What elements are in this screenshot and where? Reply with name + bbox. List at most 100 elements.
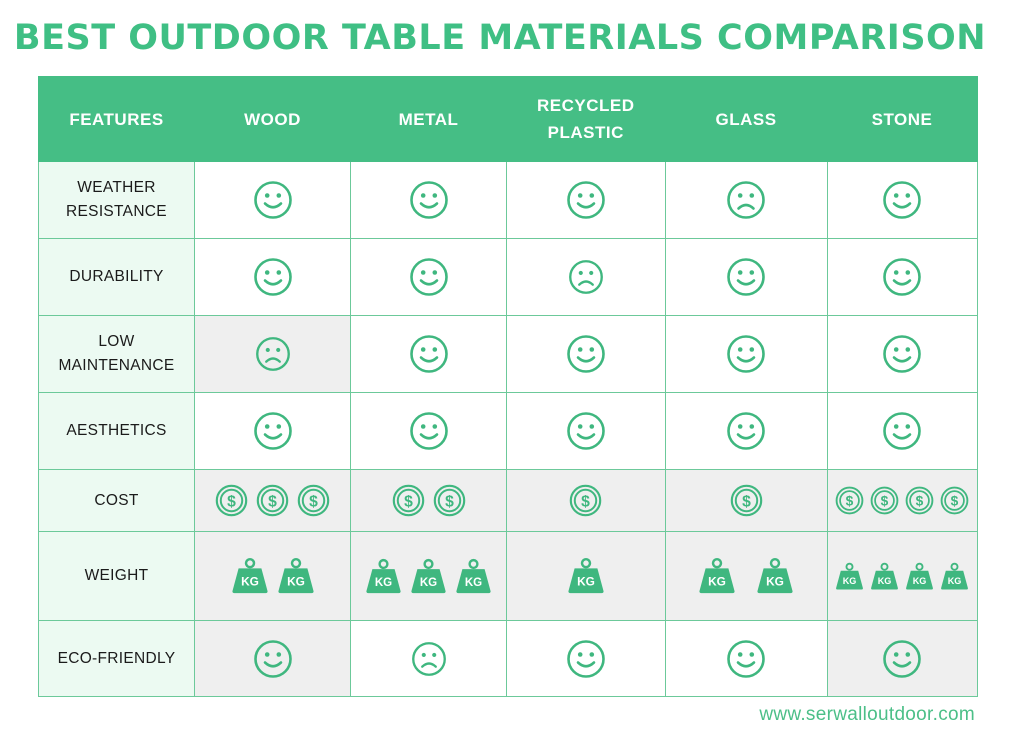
svg-text:$: $ — [881, 494, 889, 509]
svg-text:KG: KG — [843, 575, 857, 585]
rating-cell — [506, 238, 666, 316]
svg-text:KG: KG — [913, 575, 927, 585]
rating-cell — [350, 620, 507, 697]
rating-cell — [506, 392, 666, 470]
rating-cell — [664, 315, 828, 393]
dollar-coin-icon: $ — [870, 486, 899, 515]
smile-face-icon — [409, 335, 448, 373]
sad-face-icon — [727, 181, 765, 219]
svg-text:KG: KG — [420, 576, 437, 588]
svg-text:KG: KG — [708, 575, 726, 589]
page-title: BEST OUTDOOR TABLE MATERIALS COMPARISON — [13, 18, 987, 58]
comparison-table: FEATURES WOOD METAL RECYCLED PLASTIC GLA… — [38, 76, 978, 697]
smile-face-icon — [566, 639, 605, 678]
kg-weight-icon: KG — [456, 558, 491, 593]
dollar-coin-icon: $ — [569, 484, 602, 517]
svg-text:KG: KG — [375, 576, 392, 588]
rating-cell: KG KG KG — [350, 531, 507, 621]
smile-face-icon — [409, 412, 448, 450]
feature-label: DURABILITY — [38, 238, 195, 316]
svg-text:$: $ — [445, 493, 454, 510]
rating-cell — [350, 238, 507, 316]
svg-text:KG: KG — [948, 575, 962, 585]
svg-text:KG: KG — [577, 575, 595, 589]
svg-text:$: $ — [404, 493, 413, 510]
kg-weight-icon: KG — [411, 558, 446, 593]
smile-face-icon — [409, 258, 448, 296]
smile-face-icon — [727, 335, 765, 373]
dollar-coin-icon: $ — [433, 484, 465, 517]
smile-face-icon — [566, 335, 605, 373]
rating-cell — [350, 161, 507, 239]
smile-face-icon — [566, 412, 605, 450]
dollar-coin-icon: $ — [940, 486, 969, 515]
svg-text:$: $ — [268, 493, 277, 510]
rating-cell — [506, 161, 666, 239]
rating-cell: $ $ $ $ — [826, 469, 978, 532]
feature-label: COST — [38, 469, 195, 532]
rating-cell: $ — [506, 469, 666, 532]
smile-face-icon — [253, 639, 292, 678]
website-url: www.serwalloutdoor.com — [759, 704, 975, 725]
kg-weight-icon: KG — [871, 562, 898, 590]
rating-cell: $ — [664, 469, 828, 532]
kg-weight-icon: KG — [231, 557, 268, 594]
svg-text:$: $ — [951, 494, 959, 509]
svg-text:$: $ — [581, 493, 590, 510]
sad-face-icon — [255, 337, 290, 371]
header-metal: METAL — [350, 76, 507, 162]
smile-face-icon — [727, 412, 765, 450]
table-row: WEIGHT KG KG KG KG KG KG KG KG KG KG KG KG — [38, 531, 978, 621]
rating-cell — [194, 238, 351, 316]
rating-cell — [350, 392, 507, 470]
feature-label: LOW MAINTENANCE — [38, 315, 195, 393]
feature-label: ECO-FRIENDLY — [38, 620, 195, 697]
rating-cell — [350, 315, 507, 393]
table-row: DURABILITY — [38, 238, 978, 316]
dollar-coin-icon: $ — [392, 484, 424, 517]
smile-face-icon — [883, 181, 921, 219]
rating-cell — [506, 315, 666, 393]
rating-cell: $ $ $ — [194, 469, 351, 532]
kg-weight-icon: KG — [277, 557, 314, 594]
rating-cell — [664, 161, 828, 239]
smile-face-icon — [566, 181, 605, 219]
dollar-coin-icon: $ — [905, 486, 934, 515]
table-row: ECO-FRIENDLY — [38, 620, 978, 697]
dollar-coin-icon: $ — [215, 484, 248, 517]
dollar-coin-icon: $ — [297, 484, 330, 517]
table-row: LOW MAINTENANCE — [38, 315, 978, 393]
rating-cell — [194, 620, 351, 697]
feature-label: AESTHETICS — [38, 392, 195, 470]
rating-cell — [664, 620, 828, 697]
kg-weight-icon: KG — [906, 562, 933, 590]
header-recycled-plastic: RECYCLED PLASTIC — [506, 76, 666, 162]
dollar-coin-icon: $ — [835, 486, 864, 515]
sad-face-icon — [411, 641, 446, 676]
rating-cell — [664, 392, 828, 470]
rating-cell — [826, 315, 978, 393]
header-row: FEATURES WOOD METAL RECYCLED PLASTIC GLA… — [38, 76, 978, 162]
table-row: WEATHER RESISTANCE — [38, 161, 978, 239]
smile-face-icon — [727, 639, 765, 678]
smile-face-icon — [253, 412, 292, 450]
svg-text:$: $ — [916, 494, 924, 509]
feature-label: WEIGHT — [38, 531, 195, 621]
header-features: FEATURES — [38, 76, 195, 162]
dollar-coin-icon: $ — [730, 484, 762, 517]
table-row: COST $ $ $ $ $ $ $ $ $ $ $ — [38, 469, 978, 532]
rating-cell — [194, 392, 351, 470]
kg-weight-icon: KG — [366, 558, 401, 593]
rating-cell — [506, 620, 666, 697]
svg-text:KG: KG — [241, 575, 259, 589]
header-glass: GLASS — [664, 76, 828, 162]
svg-text:$: $ — [846, 494, 854, 509]
header-stone: STONE — [826, 76, 978, 162]
kg-weight-icon: KG — [941, 562, 968, 590]
dollar-coin-icon: $ — [256, 484, 289, 517]
kg-weight-icon: KG — [757, 557, 793, 594]
kg-weight-icon: KG — [699, 557, 735, 594]
smile-face-icon — [883, 258, 921, 296]
svg-text:$: $ — [742, 493, 751, 510]
rating-cell — [194, 161, 351, 239]
